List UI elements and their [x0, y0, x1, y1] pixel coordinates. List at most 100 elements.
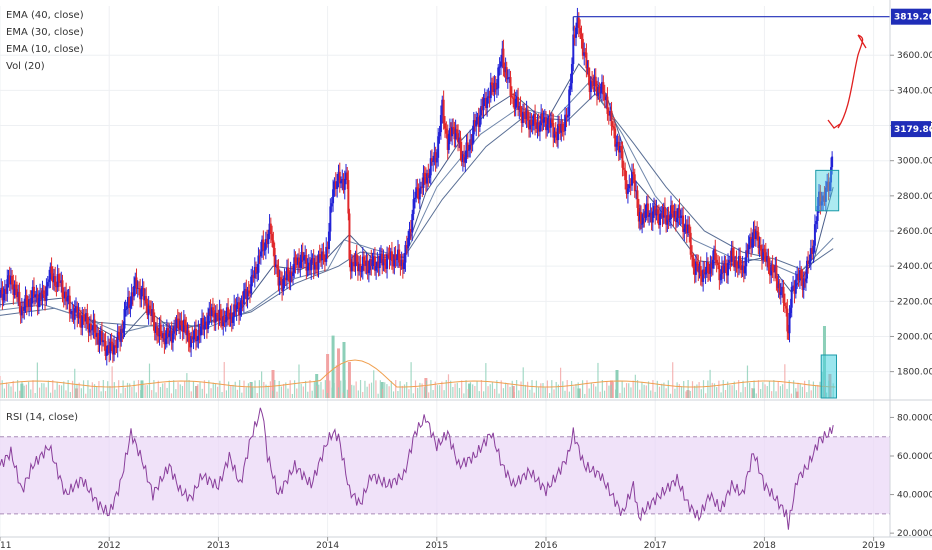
volume-fill-144	[315, 385, 318, 398]
candle-body-403	[493, 82, 496, 92]
volume-ma-line	[0, 359, 836, 388]
candle-body-395	[483, 97, 486, 99]
candle-body-448	[548, 119, 551, 128]
candle-body-163	[197, 329, 200, 341]
candle-body-434	[531, 124, 534, 126]
candle-body-625	[768, 267, 771, 276]
volume-fill-320	[702, 380, 705, 398]
candle-body-92	[111, 343, 114, 355]
candle-body-515	[633, 174, 636, 192]
candle-body-42	[50, 266, 53, 274]
volume-fill-337	[740, 392, 742, 398]
candle-body-472	[579, 27, 582, 34]
candle-body-236	[287, 267, 290, 275]
candle-body-19	[22, 307, 25, 311]
candle-body-326	[398, 249, 401, 263]
candle-body-410	[502, 48, 505, 68]
volume-fill-5	[10, 386, 12, 398]
volume-fill-328	[720, 392, 722, 398]
candle-body-67	[81, 315, 84, 328]
volume-layer	[0, 326, 836, 398]
volume-fill-360	[790, 393, 793, 398]
volume-fill-295	[647, 381, 650, 398]
candle-body-72	[87, 324, 90, 333]
candle-body-493	[605, 96, 608, 101]
volume-fill-322	[707, 380, 709, 398]
candle-body-146	[176, 318, 179, 320]
candle-body-619	[760, 250, 763, 261]
volume-fill-265	[581, 380, 584, 398]
volume-fill-244	[535, 380, 538, 398]
volume-fill-221	[485, 363, 487, 398]
volume-fill-222	[487, 386, 489, 398]
candle-body-314	[383, 259, 386, 263]
candle-body-483	[592, 80, 595, 87]
candle-body-242	[294, 257, 297, 264]
volume-fill-240	[527, 381, 529, 398]
volume-fill-334	[733, 381, 735, 398]
candle-body-197	[239, 307, 242, 316]
volume-fill-223	[489, 384, 491, 398]
candle-body-633	[778, 283, 781, 296]
volume-fill-287	[630, 387, 632, 398]
candle-body-241	[293, 257, 296, 273]
candle-body-597	[734, 260, 737, 268]
volume-fill-361	[793, 380, 795, 398]
candle-body-449	[549, 119, 552, 128]
candle-body-479	[587, 67, 590, 77]
candle-body-150	[181, 325, 184, 332]
candle-body-38	[45, 286, 48, 301]
candle-body-533	[655, 209, 658, 216]
candle-body-520	[640, 212, 643, 224]
volume-fill-90	[197, 384, 199, 398]
candle-body-554	[680, 215, 683, 217]
candle-body-411	[503, 67, 506, 73]
candle-body-24	[28, 299, 31, 307]
rsi-tick-label-1: 40.0000	[897, 491, 932, 501]
candle-body-659	[811, 248, 814, 255]
volume-fill-203	[445, 380, 447, 398]
candle-body-580	[713, 249, 716, 260]
volume-fill-75	[164, 382, 166, 398]
candle-body-0	[0, 293, 1, 298]
candle-body-265	[322, 251, 325, 260]
candle-body-598	[735, 260, 738, 268]
ema-40-line	[0, 93, 834, 327]
candle-body-32	[37, 297, 40, 308]
candle-body-157	[190, 336, 193, 348]
candle-body-425	[520, 112, 523, 124]
candle-body-611	[751, 238, 754, 248]
candle-body-588	[723, 263, 726, 273]
volume-fill-122	[267, 385, 269, 398]
candle-body-273	[333, 181, 336, 190]
candle-body-77	[93, 319, 96, 333]
candle-body-191	[231, 316, 234, 323]
candle-body-624	[767, 255, 770, 268]
candle-body-547	[672, 213, 675, 217]
volume-fill-113	[247, 383, 250, 398]
candle-body-44	[52, 276, 55, 283]
candle-body-615	[756, 230, 759, 233]
volume-fill-200	[439, 385, 441, 398]
x-tick-label-2014: 2014	[316, 541, 339, 550]
volume-fill-114	[250, 383, 252, 398]
candle-body-645	[793, 285, 796, 294]
candle-body-504	[619, 146, 622, 153]
candle-body-383	[469, 139, 472, 150]
candle-body-7	[7, 275, 10, 280]
candle-body-510	[626, 188, 629, 194]
candle-body-264	[321, 251, 324, 261]
candle-body-495	[607, 113, 610, 116]
candle-body-158	[191, 336, 194, 340]
candle-body-255	[310, 259, 313, 271]
candle-body-639	[786, 308, 789, 332]
candle-body-335	[409, 229, 412, 233]
candle-body-382	[467, 149, 470, 151]
candle-body-40	[48, 279, 51, 283]
volume-fill-160	[351, 384, 353, 398]
volume-fill-82	[179, 384, 181, 398]
volume-fill-347	[762, 382, 764, 398]
candle-body-185	[224, 320, 227, 323]
candle-body-69	[83, 316, 86, 322]
candle-body-214	[259, 251, 262, 257]
